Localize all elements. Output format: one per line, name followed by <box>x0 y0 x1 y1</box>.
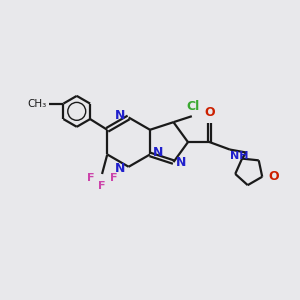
Text: CH₃: CH₃ <box>28 99 47 109</box>
Text: N: N <box>115 109 125 122</box>
Text: N: N <box>115 162 125 175</box>
Text: NH: NH <box>230 151 249 161</box>
Text: O: O <box>204 106 215 119</box>
Text: F: F <box>87 173 94 183</box>
Text: N: N <box>152 146 163 160</box>
Text: F: F <box>110 173 118 183</box>
Text: N: N <box>176 156 186 169</box>
Text: Cl: Cl <box>187 100 200 113</box>
Text: F: F <box>98 182 106 191</box>
Text: O: O <box>268 170 279 183</box>
